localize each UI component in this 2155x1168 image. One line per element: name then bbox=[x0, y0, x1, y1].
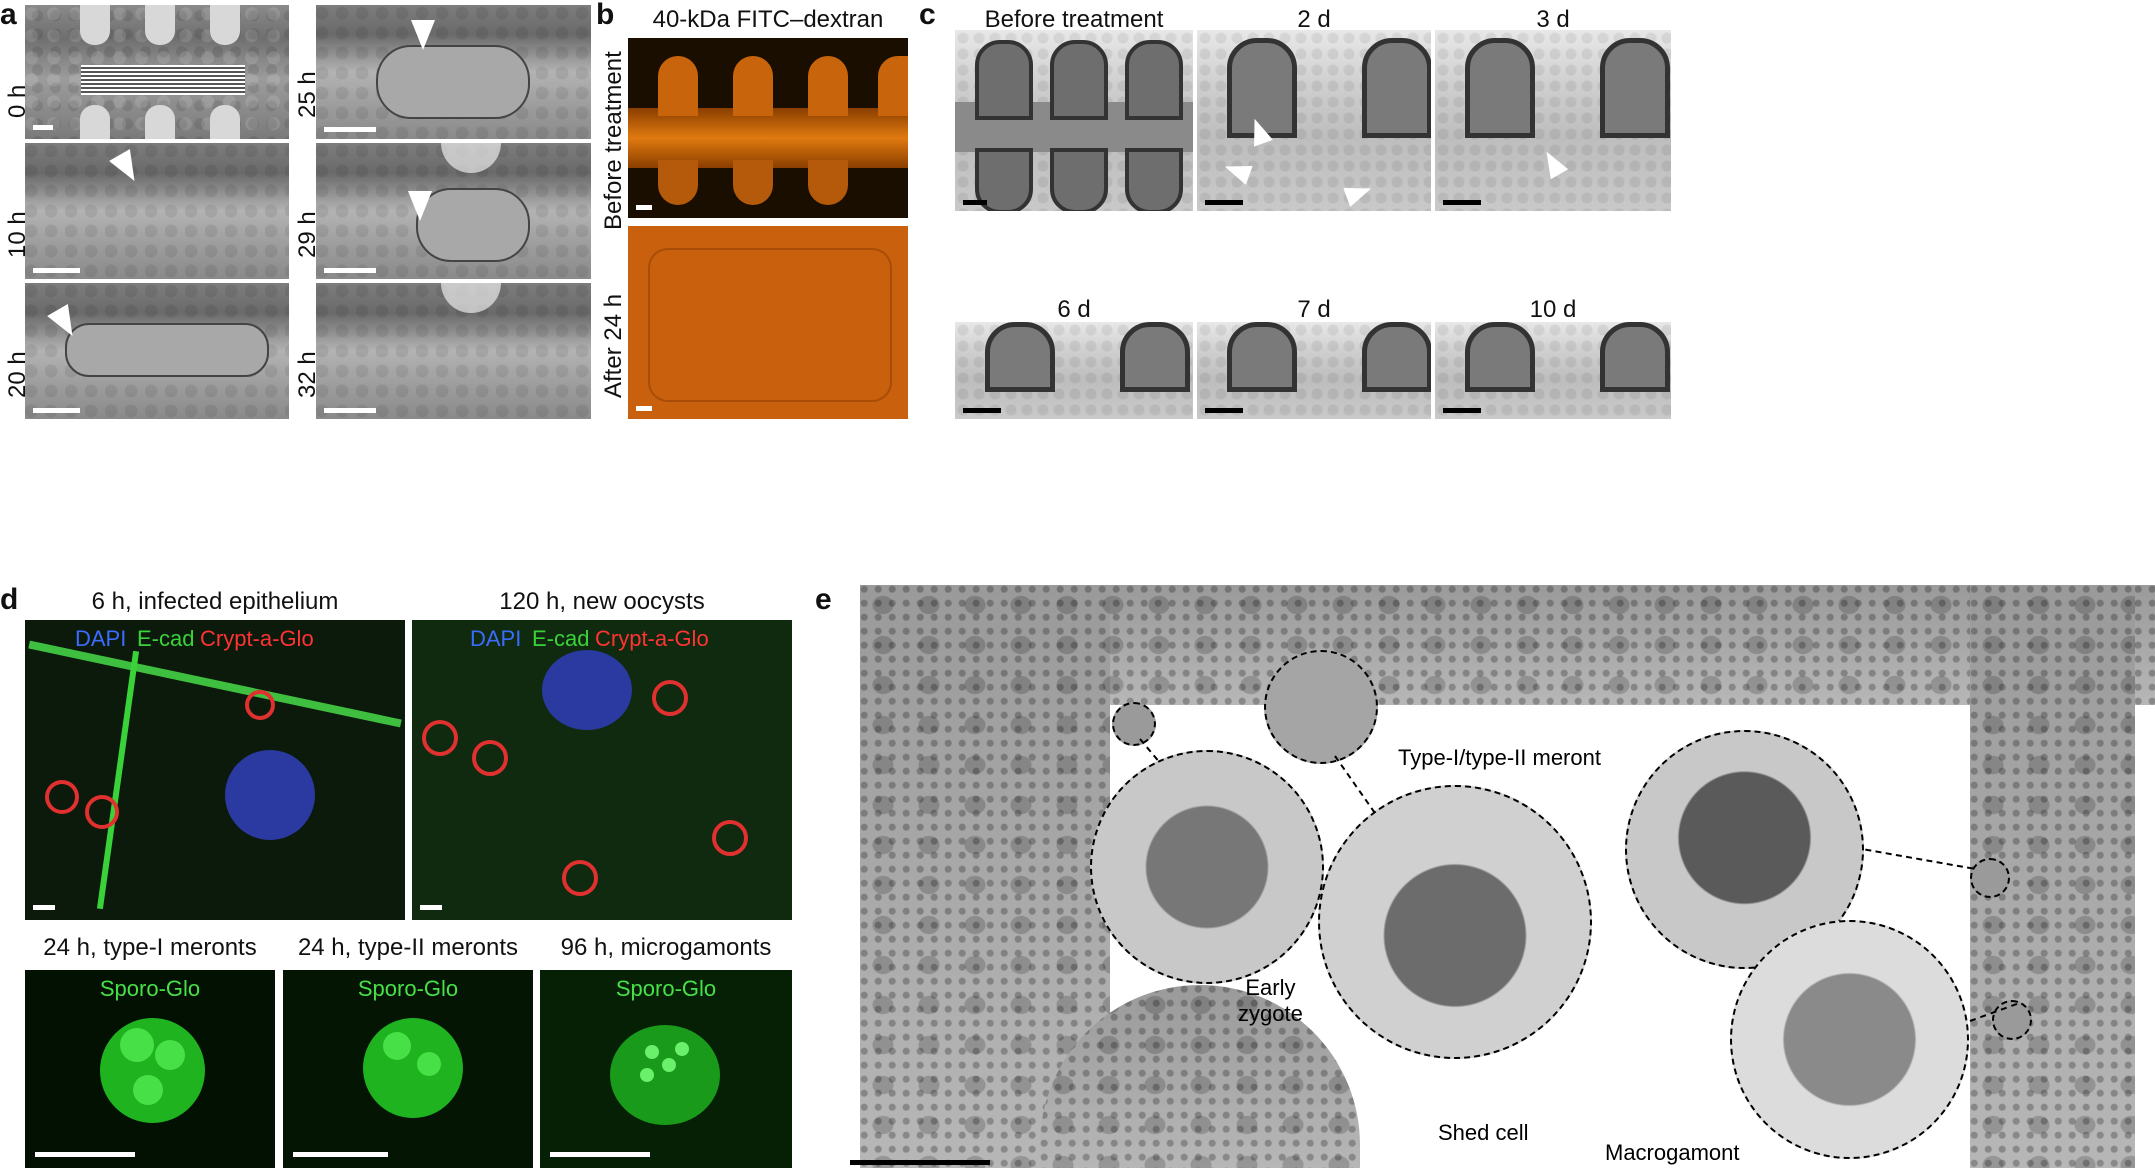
time-label: 25 h bbox=[294, 71, 321, 118]
panel-letter-d: d bbox=[0, 583, 19, 616]
scale-bar bbox=[1443, 200, 1481, 205]
panel-c-title: 7 d bbox=[1297, 296, 1331, 323]
laser-ablation-region bbox=[81, 65, 245, 95]
scale-bar bbox=[636, 406, 652, 411]
panel-b-image-before bbox=[628, 38, 908, 218]
panel-d-title: 120 h, new oocysts bbox=[499, 588, 705, 615]
panel-d-title: 6 h, infected epithelium bbox=[91, 588, 339, 615]
panel-c-image-7d bbox=[1197, 322, 1431, 419]
small-circle-shed bbox=[1992, 1000, 2032, 1040]
panel-d-image-type-i: Sporo-Glo bbox=[25, 970, 275, 1168]
arrowhead-icon bbox=[408, 191, 432, 221]
scale-bar bbox=[33, 268, 80, 273]
scale-bar bbox=[33, 905, 55, 910]
small-circle-zygote bbox=[1112, 702, 1156, 746]
time-label: 32 h bbox=[294, 351, 321, 398]
panel-d-image-6h: DAPI E-cad Crypt-a-Glo bbox=[25, 620, 405, 920]
panel-d-subtitle: 24 h, type-II meronts bbox=[297, 934, 519, 961]
time-label: 0 h bbox=[4, 84, 31, 118]
channel-label-crypt: Crypt-a-Glo bbox=[595, 626, 709, 651]
scale-bar bbox=[963, 408, 1001, 413]
panel-a-image-25h bbox=[316, 5, 591, 139]
panel-d-image-120h: DAPI E-cad Crypt-a-Glo bbox=[412, 620, 792, 920]
panel-b-row-label-after: After 24 h bbox=[600, 293, 627, 398]
sporo-label: Sporo-Glo bbox=[99, 976, 201, 1001]
sporo-label: Sporo-Glo bbox=[615, 976, 717, 1001]
scale-bar bbox=[33, 408, 80, 413]
scale-bar bbox=[324, 408, 376, 413]
channel-label-dapi: DAPI bbox=[470, 626, 522, 651]
scale-bar bbox=[420, 905, 442, 910]
scale-bar bbox=[1443, 408, 1481, 413]
label-early-zygote: Early zygote bbox=[1238, 975, 1303, 1026]
arrowhead-icon bbox=[1343, 179, 1375, 207]
panel-d-image-microgamonts: Sporo-Glo bbox=[540, 970, 792, 1168]
small-circle-meront bbox=[1264, 650, 1378, 764]
scale-bar bbox=[963, 200, 987, 205]
panel-c-title: 3 d bbox=[1536, 6, 1570, 33]
time-label: 10 h bbox=[4, 211, 31, 258]
arrowhead-icon bbox=[109, 149, 145, 187]
panel-c-image-before bbox=[955, 30, 1193, 211]
scale-bar bbox=[550, 1152, 650, 1157]
channel-label-dapi: DAPI bbox=[75, 626, 127, 651]
time-label: 20 h bbox=[4, 351, 31, 398]
panel-c-image-3d bbox=[1435, 30, 1671, 211]
panel-a-image-32h bbox=[316, 283, 591, 419]
panel-a-image-29h bbox=[316, 143, 591, 279]
scale-bar bbox=[850, 1160, 990, 1165]
scale-bar bbox=[33, 125, 53, 130]
scale-bar bbox=[324, 127, 376, 132]
scale-bar bbox=[636, 205, 652, 210]
panel-letter-e: e bbox=[815, 583, 832, 616]
panel-letter-c: c bbox=[919, 0, 936, 31]
panel-c-title: 10 d bbox=[1529, 296, 1577, 323]
panel-c-title: 6 d bbox=[1057, 296, 1091, 323]
scale-bar bbox=[324, 268, 376, 273]
channel-label-crypt: Crypt-a-Glo bbox=[200, 626, 314, 651]
panel-c-image-10d bbox=[1435, 322, 1671, 419]
panel-a-image-10h bbox=[25, 143, 289, 279]
panel-c-image-2d bbox=[1197, 30, 1431, 211]
panel-a-image-20h bbox=[25, 283, 289, 419]
panel-b-image-after bbox=[628, 226, 908, 419]
small-circle-macrogamont bbox=[1970, 858, 2010, 898]
channel-label-ecad: E-cad bbox=[532, 626, 590, 651]
zoom-shed-cell bbox=[1318, 785, 1592, 1059]
label-macrogamont: Macrogamont bbox=[1605, 1140, 1740, 1165]
panel-letter-b: b bbox=[596, 0, 615, 31]
arrowhead-icon bbox=[411, 20, 435, 50]
panel-d-image-type-ii: Sporo-Glo bbox=[283, 970, 533, 1168]
panel-b-title: 40-kDa FITC–dextran bbox=[652, 6, 884, 33]
panel-c-image-6d bbox=[955, 322, 1193, 419]
label-shed-cell: Shed cell bbox=[1438, 1120, 1529, 1145]
panel-a-image-0h bbox=[25, 5, 289, 139]
panel-d-subtitle: 24 h, type-I meronts bbox=[43, 934, 257, 961]
scale-bar bbox=[1205, 200, 1243, 205]
zoom-macrogamont bbox=[1730, 920, 1969, 1159]
time-label: 29 h bbox=[294, 211, 321, 258]
panel-c-title: 2 d bbox=[1297, 6, 1331, 33]
arrowhead-icon bbox=[1221, 157, 1253, 185]
scale-bar bbox=[35, 1152, 135, 1157]
scale-bar bbox=[293, 1152, 388, 1157]
zoom-early-zygote bbox=[1090, 750, 1324, 984]
panel-c-title: Before treatment bbox=[984, 6, 1164, 33]
scale-bar bbox=[1205, 408, 1243, 413]
panel-e-tem-image bbox=[840, 585, 2155, 1168]
panel-letter-a: a bbox=[0, 0, 17, 31]
panel-b-row-label-before: Before treatment bbox=[600, 51, 627, 230]
label-meront: Type-I/type-II meront bbox=[1398, 745, 1601, 770]
channel-label-ecad: E-cad bbox=[137, 626, 195, 651]
sporo-label: Sporo-Glo bbox=[357, 976, 459, 1001]
panel-d-subtitle: 96 h, microgamonts bbox=[560, 934, 772, 961]
arrowhead-icon bbox=[1537, 146, 1569, 180]
